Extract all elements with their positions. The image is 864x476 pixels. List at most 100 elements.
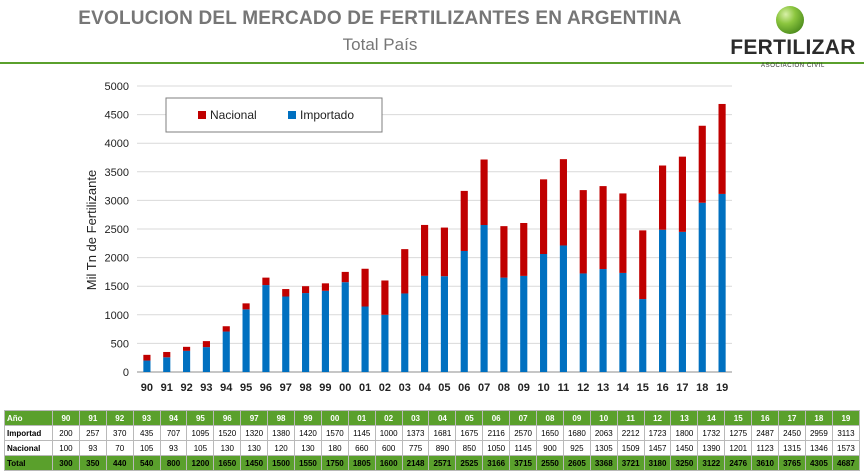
bar-nacional-93 [202, 341, 210, 348]
bar-nacional-03 [401, 249, 409, 294]
data-table-body: Año 90 91 92 93 94 95 96 97 98 99 00 01 02 03 04 05 06 07 0… [4, 410, 861, 471]
table-cell: 95 [186, 410, 215, 426]
bar-nacional-15 [639, 230, 647, 300]
x-tick-label: 04 [418, 382, 431, 394]
bar-nacional-94 [222, 326, 230, 332]
x-tick-label: 15 [637, 382, 649, 394]
table-cell: 660 [347, 440, 376, 456]
x-tick-label: 09 [518, 382, 530, 394]
row-label: Importad [4, 425, 53, 441]
table-cell: 2605 [562, 455, 591, 471]
bar-nacional-00 [341, 271, 349, 283]
table-cell: 1600 [374, 455, 403, 471]
table-cell: 4305 [804, 455, 833, 471]
x-tick-label: 19 [716, 382, 728, 394]
table-cell: 1500 [267, 455, 296, 471]
table-cell: 99 [294, 410, 322, 426]
bar-nacional-90 [143, 354, 151, 361]
table-cell: 3765 [778, 455, 806, 471]
table-cell: 90 [52, 410, 80, 426]
table-cell: 300 [52, 455, 80, 471]
y-tick-label: 1000 [105, 310, 129, 322]
table-cell: 1420 [294, 425, 322, 441]
table-cell: 130 [294, 440, 322, 456]
table-cell: 13 [670, 410, 699, 426]
x-tick-label: 10 [537, 382, 549, 394]
table-cell: 1650 [536, 425, 564, 441]
table-cell: 1550 [294, 455, 322, 471]
table-cell: 10 [589, 410, 618, 426]
x-tick-label: 05 [438, 382, 450, 394]
x-tick-label: 07 [478, 382, 490, 394]
logo-name: FERTILIZAR [730, 36, 856, 59]
bar-nacional-08 [500, 226, 508, 278]
table-cell: 1380 [267, 425, 296, 441]
table-cell: 15 [724, 410, 753, 426]
table-cell: 1800 [670, 425, 699, 441]
bar-importado-07 [480, 224, 488, 372]
y-axis-label: Mil Tn de Fertilizante [84, 170, 99, 290]
table-cell: 94 [159, 410, 188, 426]
bar-nacional-97 [282, 289, 290, 297]
table-cell: 130 [213, 440, 242, 456]
table-cell: 92 [105, 410, 134, 426]
table-cell: 120 [267, 440, 296, 456]
bar-importado-99 [321, 290, 329, 372]
x-tick-label: 17 [676, 382, 688, 394]
table-cell: 03 [401, 410, 430, 426]
table-cell: 1145 [347, 425, 376, 441]
bar-importado-92 [183, 350, 191, 372]
table-cell: 93 [132, 410, 161, 426]
table-cell: 1680 [562, 425, 591, 441]
table-row: Importad 200 257 370 435 707 1095 1520 1320 1380 1… [4, 425, 861, 441]
table-cell: 925 [562, 440, 591, 456]
table-cell: 1650 [213, 455, 242, 471]
table-cell: 3113 [831, 425, 861, 441]
table-cell: 1200 [186, 455, 215, 471]
table-cell: 200 [52, 425, 80, 441]
table-cell: 1346 [804, 440, 833, 456]
bar-nacional-01 [361, 268, 369, 307]
table-cell: 3122 [697, 455, 726, 471]
bar-nacional-92 [183, 346, 191, 351]
y-tick-label: 2000 [105, 253, 129, 265]
bar-nacional-96 [262, 277, 270, 286]
table-cell: 2476 [724, 455, 753, 471]
bar-nacional-17 [678, 156, 686, 232]
table-cell: 14 [697, 410, 726, 426]
bar-importado-94 [222, 331, 230, 372]
table-cell: 1573 [831, 440, 861, 456]
x-tick-label: 98 [299, 382, 311, 394]
bar-importado-95 [242, 309, 250, 372]
table-cell: 2148 [401, 455, 430, 471]
table-cell: 1732 [697, 425, 726, 441]
table-cell: 04 [428, 410, 457, 426]
table-cell: 1450 [670, 440, 699, 456]
table-row: Total 300 350 440 540 800 1200 1650 1450 1500 1550… [4, 455, 861, 471]
page-subtitle: Total País [342, 35, 418, 54]
bars [143, 103, 726, 372]
table-cell: 3180 [643, 455, 672, 471]
table-cell: 2450 [778, 425, 806, 441]
table-cell: 1457 [643, 440, 672, 456]
x-tick-label: 97 [280, 382, 292, 394]
table-cell: 19 [831, 410, 861, 426]
bar-nacional-06 [460, 190, 468, 251]
bar-nacional-10 [540, 179, 548, 254]
table-cell: 1000 [374, 425, 403, 441]
bar-importado-03 [401, 293, 409, 372]
bar-importado-01 [361, 306, 369, 372]
x-tick-label: 93 [200, 382, 212, 394]
table-cell: 08 [536, 410, 564, 426]
y-tick-label: 4500 [105, 110, 129, 122]
table-cell: 800 [159, 455, 188, 471]
table-cell: 1805 [347, 455, 376, 471]
table-cell: 1723 [643, 425, 672, 441]
x-tick-label: 90 [141, 382, 153, 394]
x-tick-label: 91 [161, 382, 173, 394]
table-cell: 02 [374, 410, 403, 426]
legend-swatch-importado [288, 111, 296, 119]
x-tick-label: 08 [498, 382, 510, 394]
table-cell: 130 [240, 440, 269, 456]
table-cell: 1750 [320, 455, 349, 471]
